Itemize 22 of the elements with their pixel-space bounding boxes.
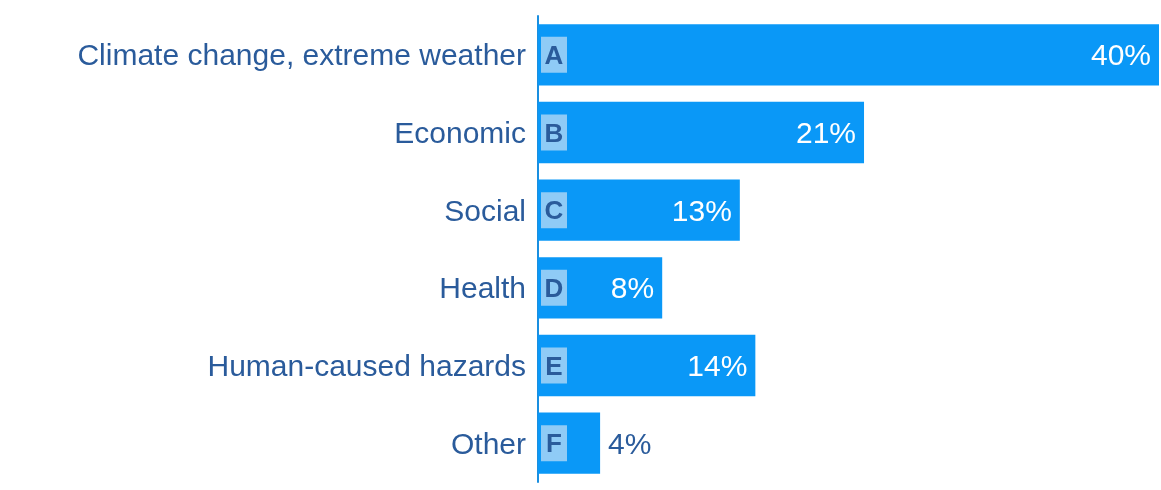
data-label: 13% bbox=[671, 193, 732, 227]
annotation: C bbox=[544, 195, 564, 226]
annotation: D bbox=[544, 272, 564, 303]
y-tick-label: Economic bbox=[394, 116, 526, 149]
bar bbox=[538, 179, 740, 241]
bar bbox=[538, 24, 1159, 86]
data-label: 21% bbox=[795, 116, 857, 149]
annotation: F bbox=[546, 428, 562, 459]
data-label: 14% bbox=[687, 349, 748, 382]
annotation: E bbox=[545, 350, 563, 381]
annotation: B bbox=[544, 117, 564, 148]
data-label: 8% bbox=[610, 271, 655, 305]
y-tick-label: Climate change, extreme weather bbox=[77, 38, 526, 72]
bar bbox=[538, 334, 756, 397]
y-tick-label: Human-caused hazards bbox=[207, 349, 526, 382]
data-label: 4% bbox=[608, 426, 652, 460]
y-tick-label: Social bbox=[444, 193, 526, 227]
annotation: A bbox=[544, 39, 564, 70]
y-tick-label: Other bbox=[450, 426, 527, 460]
data-label: 40% bbox=[1090, 38, 1151, 72]
bar bbox=[538, 101, 865, 164]
y-tick-label: Health bbox=[439, 271, 526, 305]
